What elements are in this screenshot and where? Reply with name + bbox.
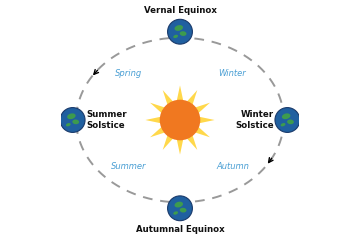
- Text: Summer
Solstice: Summer Solstice: [86, 110, 127, 130]
- Circle shape: [168, 19, 192, 44]
- Ellipse shape: [180, 31, 186, 36]
- Ellipse shape: [175, 202, 183, 208]
- Ellipse shape: [180, 208, 186, 212]
- Ellipse shape: [175, 25, 183, 31]
- Text: Winter: Winter: [219, 69, 246, 78]
- Ellipse shape: [281, 123, 285, 126]
- Circle shape: [275, 108, 300, 132]
- Circle shape: [60, 108, 85, 132]
- Text: Autumnal Equinox: Autumnal Equinox: [136, 224, 224, 234]
- Text: Vernal Equinox: Vernal Equinox: [144, 6, 216, 16]
- Ellipse shape: [67, 113, 76, 119]
- Ellipse shape: [173, 211, 178, 215]
- Ellipse shape: [72, 120, 79, 124]
- Polygon shape: [145, 85, 215, 155]
- Circle shape: [168, 196, 192, 221]
- Text: Winter
Solstice: Winter Solstice: [235, 110, 274, 130]
- Text: Autumn: Autumn: [216, 162, 249, 171]
- Ellipse shape: [173, 35, 178, 38]
- Circle shape: [160, 100, 200, 140]
- Ellipse shape: [287, 120, 294, 124]
- Ellipse shape: [66, 123, 71, 126]
- Text: Spring: Spring: [115, 69, 142, 78]
- Text: Summer: Summer: [111, 162, 147, 171]
- Ellipse shape: [282, 113, 291, 119]
